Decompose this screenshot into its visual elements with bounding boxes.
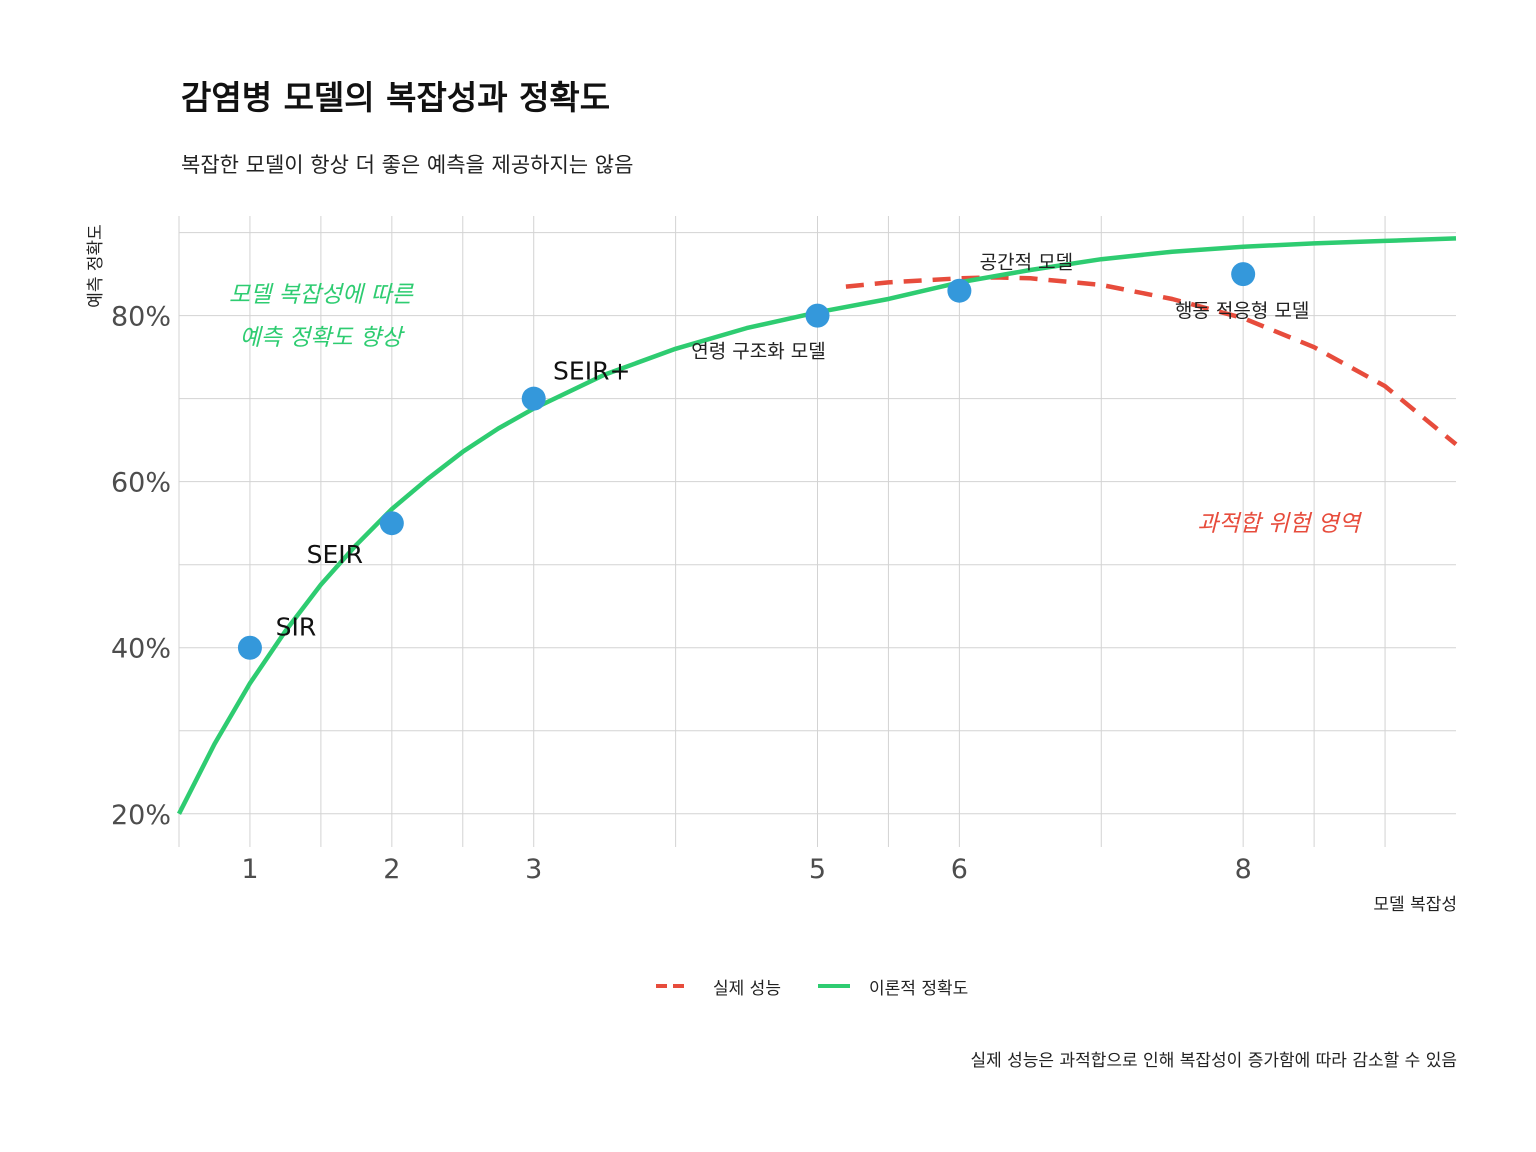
legend: 실제 성능 이론적 정확도 (656, 979, 968, 999)
legend-label-theoretical: 이론적 정확도 (869, 979, 968, 999)
model-label: 공간적 모델 (980, 252, 1073, 274)
y-tick-label: 80% (111, 302, 171, 333)
series-line-theoretical (176, 236, 1457, 815)
axis-layer: 1 2 3 5 6 8 20% 40% 60% 80% (111, 302, 1252, 885)
x-tick-label: 3 (525, 854, 542, 885)
model-label: SEIR+ (553, 357, 630, 386)
points-layer (237, 262, 1256, 660)
model-label: SIR (276, 613, 317, 642)
series-line-actual (845, 275, 1458, 447)
x-tick-label: 6 (951, 854, 968, 885)
annotation-accuracy-gain: 예측 정확도 향상 (240, 325, 406, 351)
y-tick-label: 40% (111, 634, 171, 665)
model-point (947, 278, 972, 303)
x-axis-title: 모델 복잡성 (1373, 895, 1457, 915)
model-label: 연령 구조화 모델 (691, 341, 825, 363)
y-tick-label: 60% (111, 468, 171, 499)
model-point (805, 303, 830, 328)
model-point (521, 386, 546, 411)
x-tick-label: 2 (383, 854, 400, 885)
model-label: SEIR (307, 540, 363, 569)
model-point (237, 635, 262, 660)
model-point (379, 511, 404, 536)
annotation-accuracy-gain: 모델 복잡성에 따른 (229, 282, 415, 308)
annotation-overfit-risk: 과적합 위험 영역 (1197, 511, 1363, 537)
y-axis-title: 예측 정확도 (86, 224, 106, 308)
grid-layer (178, 216, 1456, 847)
x-tick-label: 8 (1235, 854, 1252, 885)
legend-label-actual: 실제 성능 (713, 979, 781, 999)
x-tick-label: 1 (241, 854, 258, 885)
chart-subtitle: 복잡한 모델이 항상 더 좋은 예측을 제공하지는 않음 (181, 153, 633, 177)
chart-title: 감염병 모델의 복잡성과 정확도 (181, 78, 610, 117)
x-tick-label: 5 (809, 854, 826, 885)
series-layer (176, 236, 1458, 815)
chart-caption: 실제 성능은 과적합으로 인해 복잡성이 증가함에 따라 감소할 수 있음 (970, 1051, 1457, 1071)
y-tick-label: 20% (111, 800, 171, 831)
model-point (1231, 262, 1256, 287)
model-label: 행동 적응형 모델 (1175, 300, 1309, 322)
